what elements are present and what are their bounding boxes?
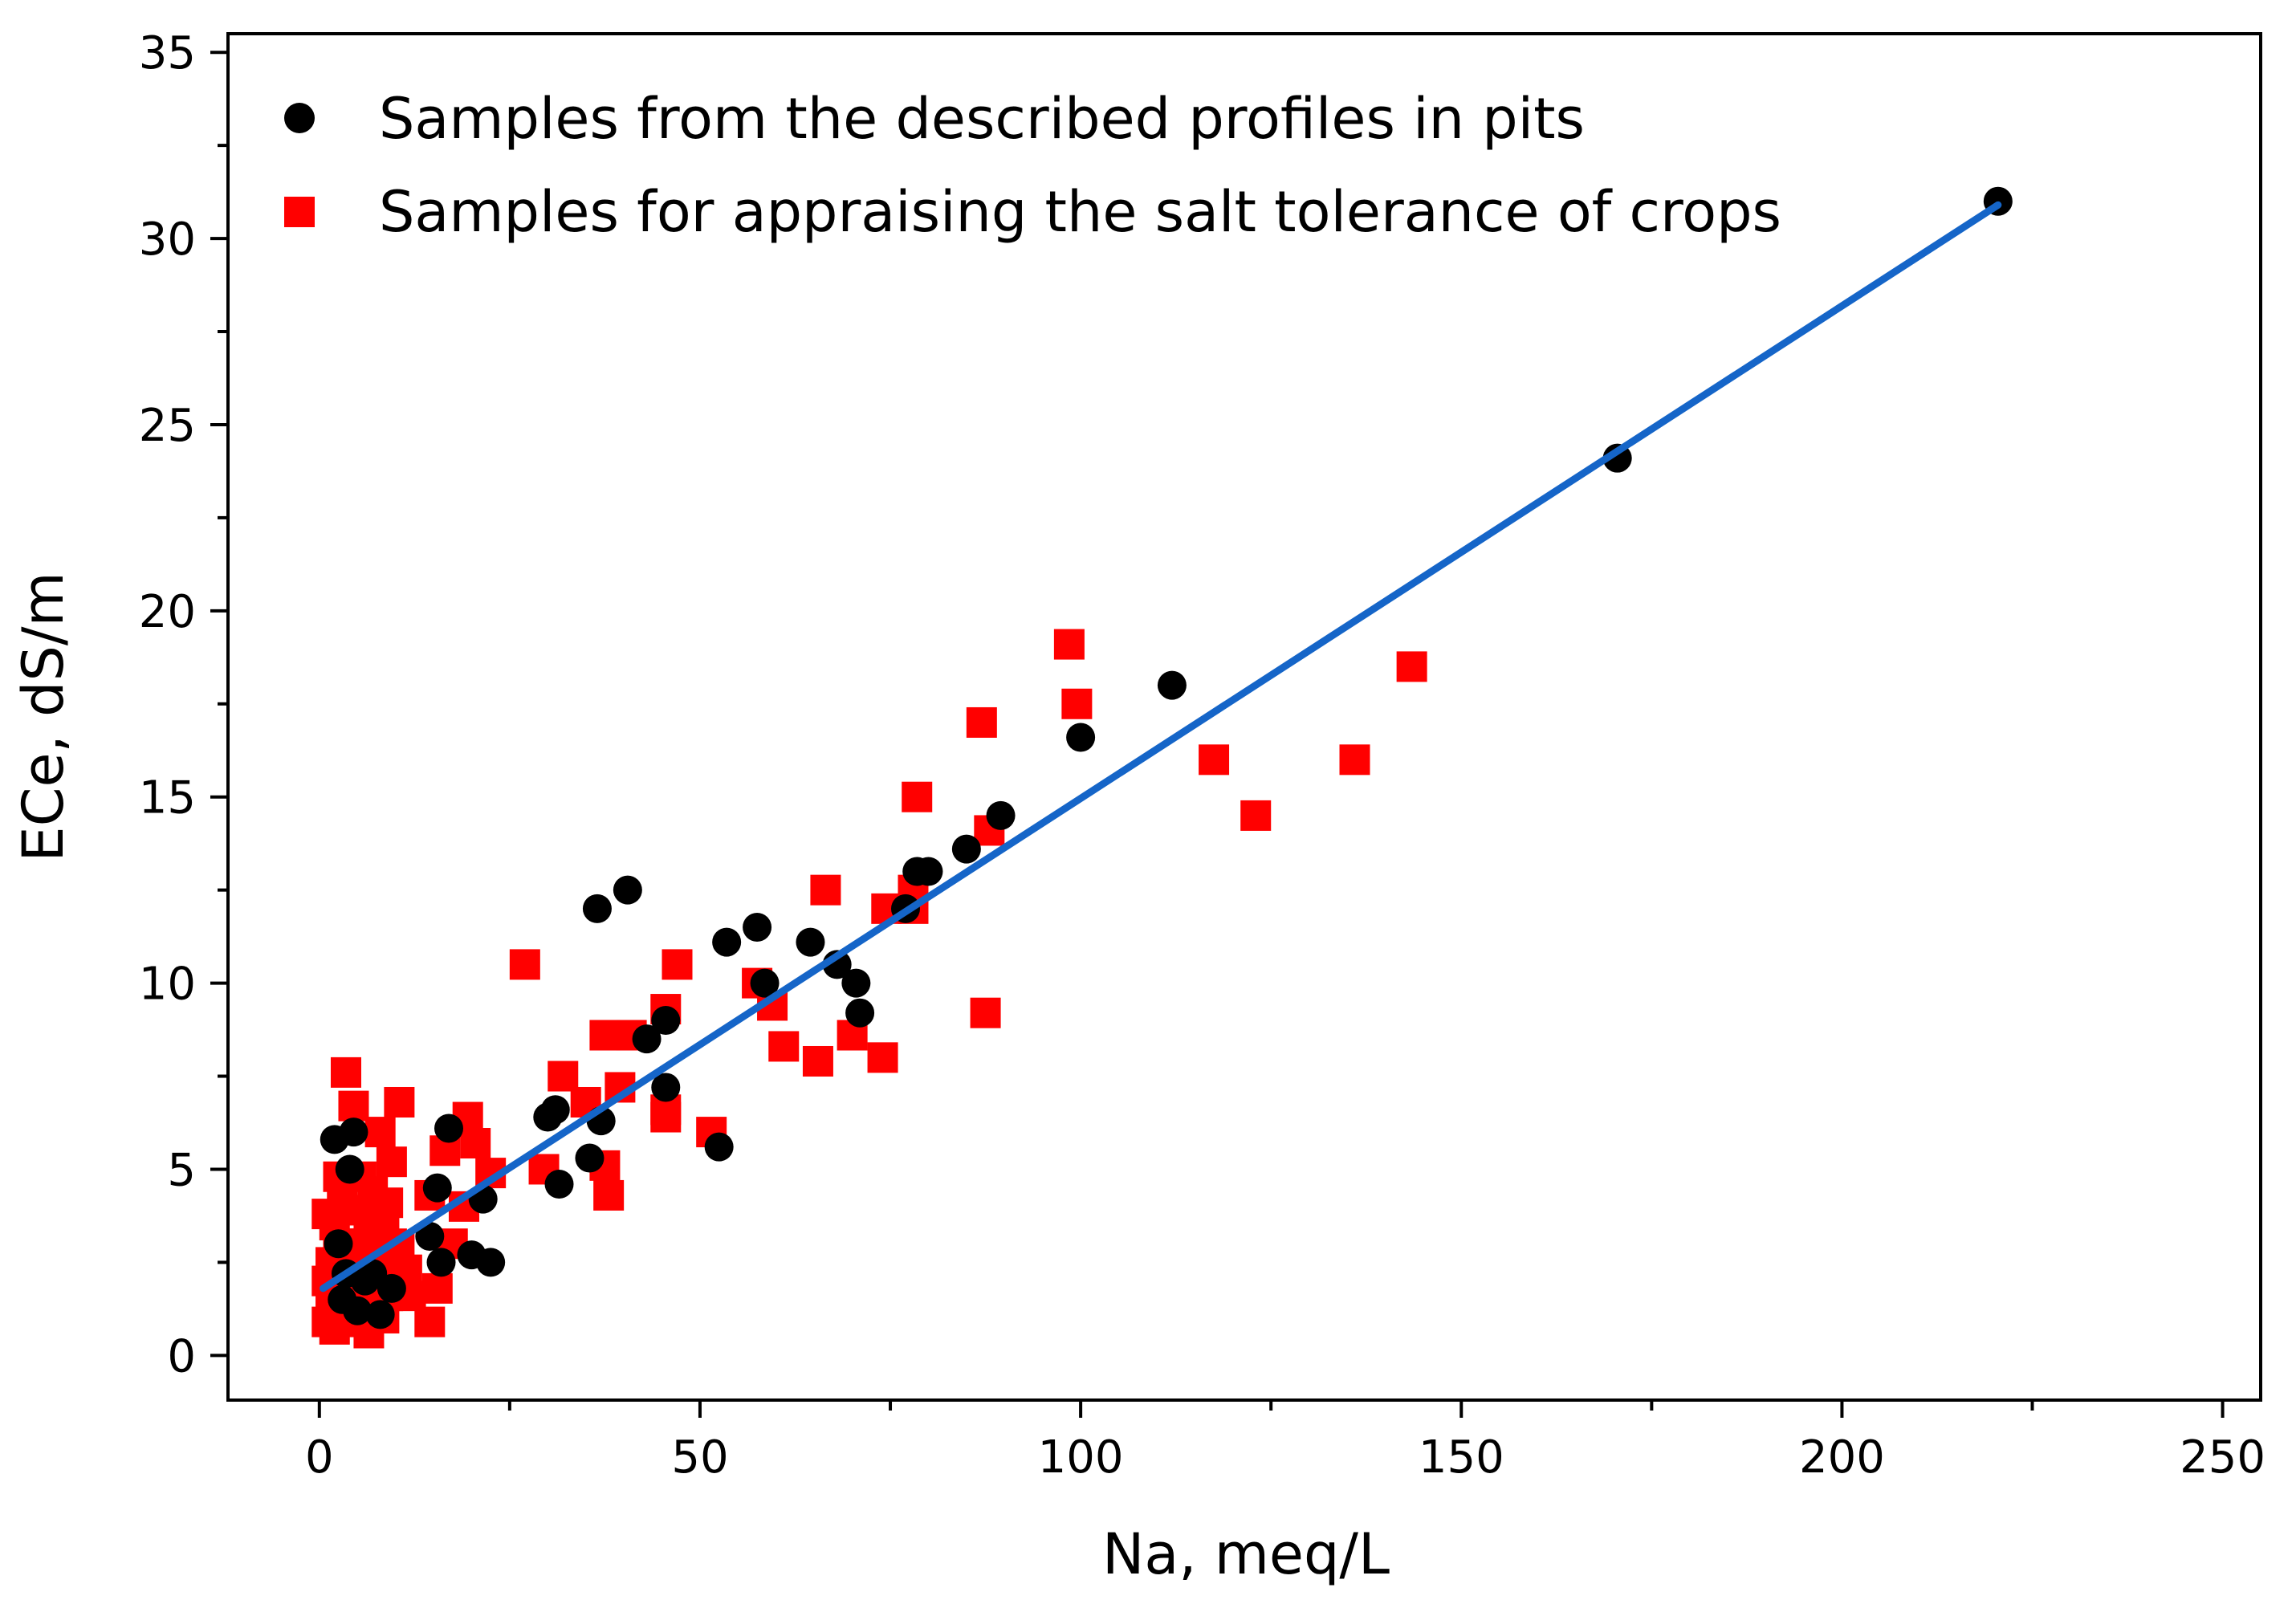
point-pits bbox=[358, 1259, 388, 1289]
y-tick-label: 5 bbox=[167, 1144, 196, 1196]
x-tick-label: 200 bbox=[1799, 1431, 1885, 1484]
point-pits bbox=[796, 927, 825, 957]
point-pits bbox=[951, 834, 981, 864]
point-pits bbox=[434, 1113, 464, 1143]
legend-label-pits: Samples from the described profiles in p… bbox=[379, 86, 1585, 152]
point-pits bbox=[841, 968, 871, 998]
point-pits bbox=[712, 927, 742, 957]
marks-layer bbox=[311, 186, 2013, 1349]
x-tick-label: 50 bbox=[671, 1431, 728, 1484]
point-pits bbox=[651, 1073, 681, 1102]
point-pits bbox=[582, 894, 612, 923]
point-pits bbox=[743, 913, 772, 942]
y-axis-title: ECe, dS/m bbox=[10, 572, 76, 861]
point-crops bbox=[364, 1117, 396, 1148]
point-pits bbox=[533, 1102, 563, 1132]
point-crops bbox=[810, 874, 841, 906]
plot-frame bbox=[226, 32, 2262, 1402]
legend-label-crops: Samples for appraising the salt toleranc… bbox=[379, 179, 1781, 245]
point-crops bbox=[460, 1128, 491, 1159]
point-crops bbox=[1339, 744, 1370, 776]
fit-line bbox=[320, 201, 2002, 1293]
legend-marker-pits bbox=[284, 103, 315, 133]
x-tick-label: 100 bbox=[1038, 1431, 1124, 1484]
point-crops bbox=[414, 1306, 446, 1337]
legend: Samples from the described profiles in p… bbox=[284, 86, 1781, 245]
y-tick-label: 0 bbox=[167, 1330, 196, 1382]
point-crops bbox=[1061, 688, 1093, 719]
point-pits bbox=[335, 1154, 364, 1184]
point-crops bbox=[338, 1090, 369, 1122]
y-tick-label: 10 bbox=[139, 959, 196, 1011]
point-pits bbox=[1157, 670, 1187, 700]
point-crops bbox=[376, 1146, 407, 1178]
point-crops bbox=[1396, 651, 1427, 682]
point-pits bbox=[845, 998, 875, 1028]
x-tick-label: 150 bbox=[1419, 1431, 1504, 1484]
point-pits bbox=[575, 1143, 605, 1173]
point-crops bbox=[372, 1187, 404, 1219]
point-pits bbox=[544, 1170, 574, 1199]
point-crops bbox=[330, 1056, 361, 1088]
point-crops bbox=[802, 1045, 833, 1077]
point-pits bbox=[613, 875, 642, 905]
point-pits bbox=[704, 1132, 734, 1162]
y-tick-label: 35 bbox=[139, 27, 196, 79]
point-crops bbox=[593, 1179, 625, 1211]
point-crops bbox=[902, 781, 933, 812]
y-tick-label: 30 bbox=[139, 214, 196, 266]
point-pits bbox=[476, 1248, 506, 1277]
point-crops bbox=[1240, 800, 1272, 831]
point-crops bbox=[421, 1272, 453, 1304]
point-pits bbox=[750, 968, 780, 998]
point-crops bbox=[1199, 744, 1230, 776]
point-crops bbox=[548, 1061, 579, 1092]
point-pits bbox=[902, 857, 932, 886]
point-crops bbox=[509, 949, 540, 980]
x-tick-label: 0 bbox=[305, 1431, 334, 1484]
point-crops bbox=[966, 706, 997, 738]
point-crops bbox=[384, 1086, 415, 1118]
point-pits bbox=[632, 1024, 662, 1054]
point-pits bbox=[365, 1300, 395, 1329]
point-crops bbox=[650, 1101, 682, 1133]
point-crops bbox=[768, 1031, 800, 1062]
legend-marker-crops bbox=[284, 197, 315, 227]
x-axis-title: Na, meq/L bbox=[1102, 1521, 1390, 1587]
point-pits bbox=[324, 1229, 353, 1259]
y-tick-label: 25 bbox=[139, 400, 196, 452]
point-pits bbox=[1602, 443, 1632, 473]
point-pits bbox=[651, 1005, 681, 1035]
point-pits bbox=[328, 1284, 357, 1314]
y-tick-label: 20 bbox=[139, 586, 196, 638]
x-tick-label: 250 bbox=[2180, 1431, 2265, 1484]
point-crops bbox=[1053, 629, 1085, 660]
y-tick-label: 15 bbox=[139, 772, 196, 824]
point-crops bbox=[970, 997, 1001, 1028]
point-crops bbox=[867, 1042, 898, 1073]
point-pits bbox=[422, 1173, 452, 1203]
point-crops bbox=[662, 949, 693, 980]
point-pits bbox=[426, 1248, 456, 1277]
point-pits bbox=[986, 800, 1016, 830]
ticks-layer: 0 50 100 150 200 250 0 5 10 15 20 25 30 35 bbox=[139, 27, 2265, 1484]
point-pits bbox=[1066, 723, 1096, 752]
point-pits bbox=[415, 1221, 445, 1251]
point-crops bbox=[589, 1020, 621, 1051]
point-pits bbox=[339, 1118, 368, 1147]
